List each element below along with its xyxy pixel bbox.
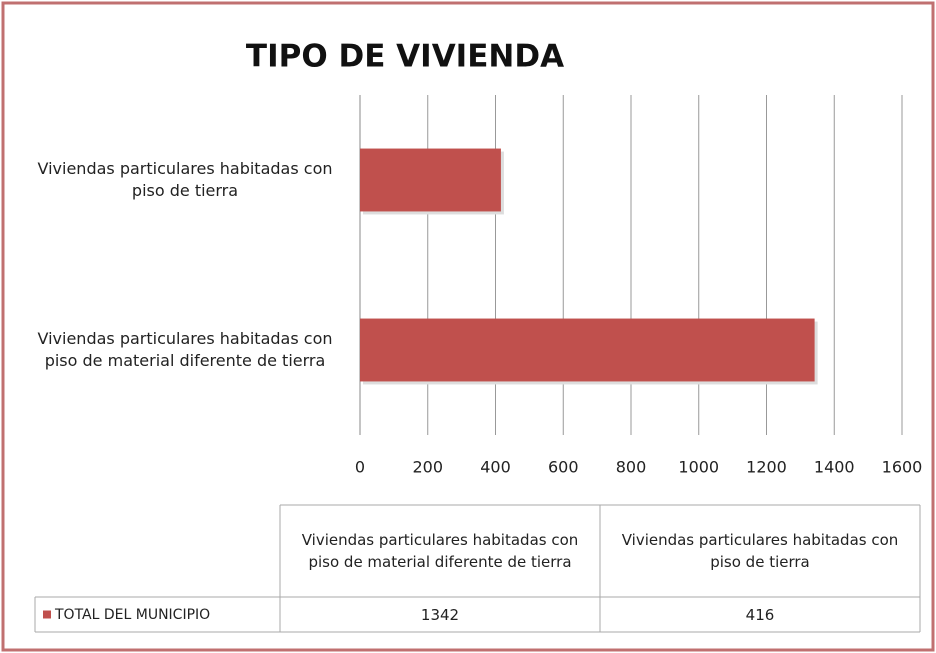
x-tick-label: 800 [616,458,647,477]
x-tick-label: 600 [548,458,579,477]
table-value: 1342 [420,605,460,624]
table-value: 416 [745,605,775,624]
bar [360,148,501,212]
x-tick-label: 1600 [882,458,923,477]
table-header: Viviendas particulares habitadas con pis… [621,531,899,571]
table-header: Viviendas particulares habitadas con pis… [301,531,579,571]
legend-swatch [43,610,51,619]
x-tick-label: 1000 [678,458,719,477]
chart-title: TIPO DE VIVIENDA [246,39,564,75]
y-tick-label: Viviendas particulares habitadas con pis… [37,159,333,200]
bar [360,318,815,382]
y-tick-label: Viviendas particulares habitadas con pis… [37,329,333,370]
legend-label: TOTAL DEL MUNICIPIO [55,606,211,623]
x-tick-label: 1400 [814,458,855,477]
x-tick-label: 0 [355,458,365,477]
x-tick-label: 1200 [746,458,787,477]
x-tick-label: 400 [480,458,511,477]
x-tick-label: 200 [412,458,443,477]
